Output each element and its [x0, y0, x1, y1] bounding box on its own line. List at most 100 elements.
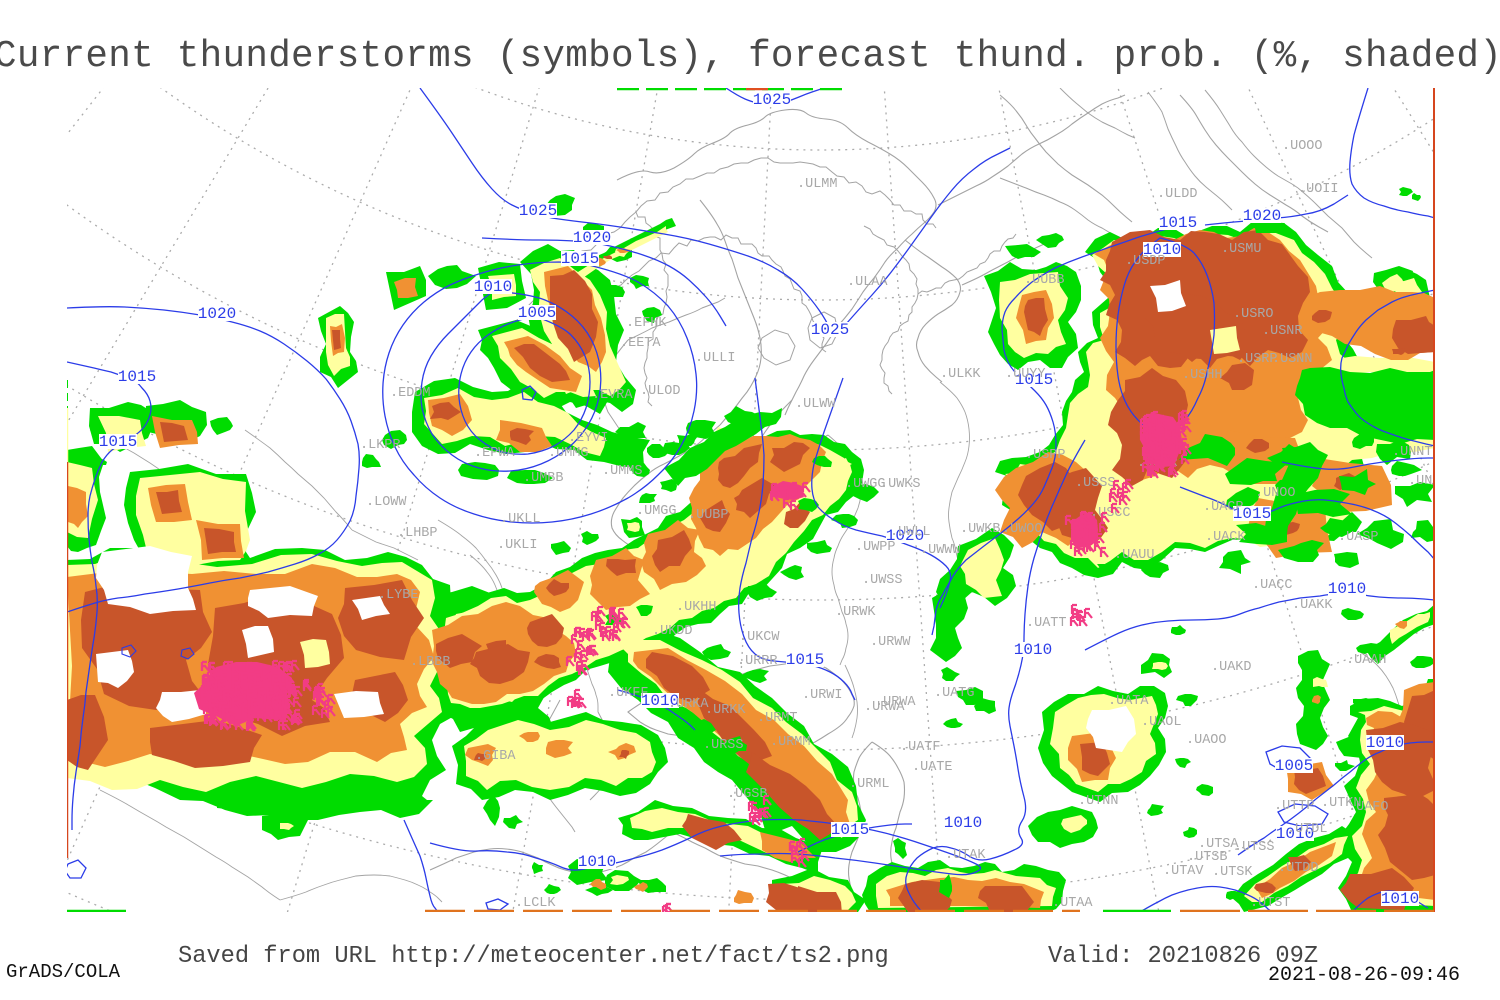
svg-text:1025: 1025: [519, 202, 557, 220]
svg-text:.URWW: .URWW: [870, 635, 911, 650]
svg-text:.USHH: .USHH: [1182, 368, 1223, 383]
svg-text:.USPP: .USPP: [1025, 448, 1066, 463]
svg-text:Current thunderstorms (symbols: Current thunderstorms (symbols), forecas…: [0, 36, 1500, 78]
svg-text:1015: 1015: [831, 821, 869, 839]
svg-text:.UATE: .UATE: [912, 760, 953, 775]
svg-text:.UMBB: .UMBB: [523, 471, 564, 486]
svg-text:.USRP: .USRP: [1237, 352, 1278, 367]
svg-text:.USRO: .USRO: [1233, 307, 1274, 322]
svg-text:.UTAV: .UTAV: [1163, 864, 1204, 879]
svg-text:.UTKN: .UTKN: [1321, 796, 1362, 811]
svg-text:.UWGG: .UWGG: [845, 477, 886, 492]
svg-text:.UTTP: .UTTP: [1274, 799, 1315, 814]
svg-text:.LKPR: .LKPR: [360, 438, 401, 453]
svg-text:.UMMS: .UMMS: [602, 464, 643, 479]
svg-text:.ULAA: .ULAA: [847, 275, 888, 290]
svg-text:1015: 1015: [786, 651, 824, 669]
svg-text:.UTSS: .UTSS: [1234, 840, 1275, 855]
svg-text:.UUBB: .UUBB: [1024, 273, 1065, 288]
svg-text:.UOII: .UOII: [1298, 182, 1339, 197]
svg-text:.USNR: .USNR: [1262, 324, 1303, 339]
svg-text:.UNBB: .UNBB: [1408, 474, 1449, 489]
svg-text:.UATT: .UATT: [1026, 616, 1067, 631]
svg-text:.ULWW: .ULWW: [795, 397, 836, 412]
svg-text:1010: 1010: [1276, 825, 1314, 843]
svg-text:.UWPP: .UWPP: [855, 540, 896, 555]
svg-text:.URML: .URML: [849, 777, 890, 792]
svg-text:.UWSS: .UWSS: [862, 573, 903, 588]
svg-text:.USDP: .USDP: [1125, 254, 1166, 269]
svg-text:.ULKK: .ULKK: [940, 367, 981, 382]
svg-text:.ULDD: .ULDD: [1157, 187, 1198, 202]
svg-text:.UMGG: .UMGG: [636, 504, 677, 519]
svg-text:.URRR: .URRR: [737, 654, 778, 669]
svg-text:.UTDD: .UTDD: [1278, 861, 1319, 876]
svg-text:.LOWW: .LOWW: [366, 495, 407, 510]
svg-text:.USNN: .USNN: [1272, 352, 1313, 367]
svg-text:.UTAA: .UTAA: [1052, 896, 1093, 911]
svg-text:.ULOD: .ULOD: [640, 384, 681, 399]
svg-text:.LYBE: .LYBE: [378, 588, 419, 603]
svg-text:1010: 1010: [641, 692, 679, 710]
svg-text:.EETA: .EETA: [620, 336, 661, 351]
svg-text:.UNNT: .UNNT: [1392, 445, 1433, 460]
svg-text:1020: 1020: [198, 305, 236, 323]
svg-text:.UKLL: .UKLL: [500, 512, 541, 527]
svg-text:.UWLL: .UWLL: [890, 525, 931, 540]
svg-text:1020: 1020: [886, 527, 924, 545]
svg-text:.URMM: .URMM: [770, 735, 811, 750]
svg-text:.UAOO: .UAOO: [1186, 733, 1227, 748]
svg-text:.UAKK: .UAKK: [1292, 598, 1333, 613]
svg-text:.UACP: .UACP: [1203, 500, 1244, 515]
svg-text:.URKA: .URKA: [668, 697, 709, 712]
svg-text:1020: 1020: [573, 229, 611, 247]
svg-text:.URKK: .URKK: [705, 703, 746, 718]
svg-text:Valid: 20210826 09Z: Valid: 20210826 09Z: [1048, 943, 1318, 970]
svg-text:.UKHH: .UKHH: [676, 600, 717, 615]
svg-text:1010: 1010: [1143, 241, 1181, 259]
svg-text:1015: 1015: [1233, 505, 1271, 523]
svg-text:.USMU: .USMU: [1221, 242, 1262, 257]
svg-text:.LHBP: .LHBP: [397, 526, 438, 541]
svg-text:1020: 1020: [1243, 207, 1281, 225]
svg-text:.UAUU: .UAUU: [1114, 548, 1155, 563]
svg-text:.URWK: .URWK: [835, 605, 876, 620]
svg-text:.UAAH: .UAAH: [1346, 653, 1387, 668]
svg-text:.UUBP: .UUBP: [688, 508, 729, 523]
svg-text:Saved from URL http://meteocen: Saved from URL http://meteocenter.net/fa…: [178, 943, 889, 970]
svg-text:.UWWW: .UWWW: [920, 543, 961, 558]
svg-text:.UATA: .UATA: [1108, 694, 1149, 709]
svg-text:1015: 1015: [1159, 214, 1197, 232]
svg-text:1010: 1010: [1014, 641, 1052, 659]
svg-text:.ULMM: .ULMM: [797, 177, 838, 192]
svg-text:.EFHK: .EFHK: [626, 316, 667, 331]
svg-text:.UGSB: .UGSB: [727, 787, 768, 802]
svg-text:.UOOO: .UOOO: [1282, 139, 1323, 154]
svg-text:.UMMG: .UMMG: [548, 446, 589, 461]
svg-text:.UTSB: .UTSB: [1187, 850, 1228, 865]
svg-text:.USSS: .USSS: [1075, 476, 1116, 491]
svg-text:1015: 1015: [1015, 371, 1053, 389]
svg-text:.LBBB: .LBBB: [410, 655, 451, 670]
svg-text:.LCLK: .LCLK: [515, 896, 556, 911]
svg-text:.USCC: .USCC: [1090, 506, 1131, 521]
svg-text:.URWI: .URWI: [802, 688, 843, 703]
svg-text:1010: 1010: [578, 853, 616, 871]
svg-text:1010: 1010: [1328, 580, 1366, 598]
svg-text:.EPWA: .EPWA: [474, 446, 515, 461]
svg-text:.UASP: .UASP: [1338, 530, 1379, 545]
svg-text:1025: 1025: [753, 91, 791, 109]
svg-text:1025: 1025: [811, 321, 849, 339]
svg-text:1015: 1015: [99, 433, 137, 451]
svg-text:.UUYY: .UUYY: [1005, 367, 1046, 382]
svg-text:.UAKD: .UAKD: [1211, 660, 1252, 675]
svg-text:.UKFF: .UKFF: [608, 686, 649, 701]
svg-text:.GIBA: .GIBA: [475, 749, 516, 764]
svg-text:.UTST: .UTST: [1250, 896, 1291, 911]
svg-text:.UACC: .UACC: [1252, 578, 1293, 593]
svg-text:.EVRA: .EVRA: [592, 388, 633, 403]
svg-text:.UATF: .UATF: [900, 740, 941, 755]
svg-text:.UWKB: .UWKB: [960, 522, 1001, 537]
svg-text:.UTDL: .UTDL: [1287, 822, 1328, 837]
svg-text:1005: 1005: [1275, 757, 1313, 775]
